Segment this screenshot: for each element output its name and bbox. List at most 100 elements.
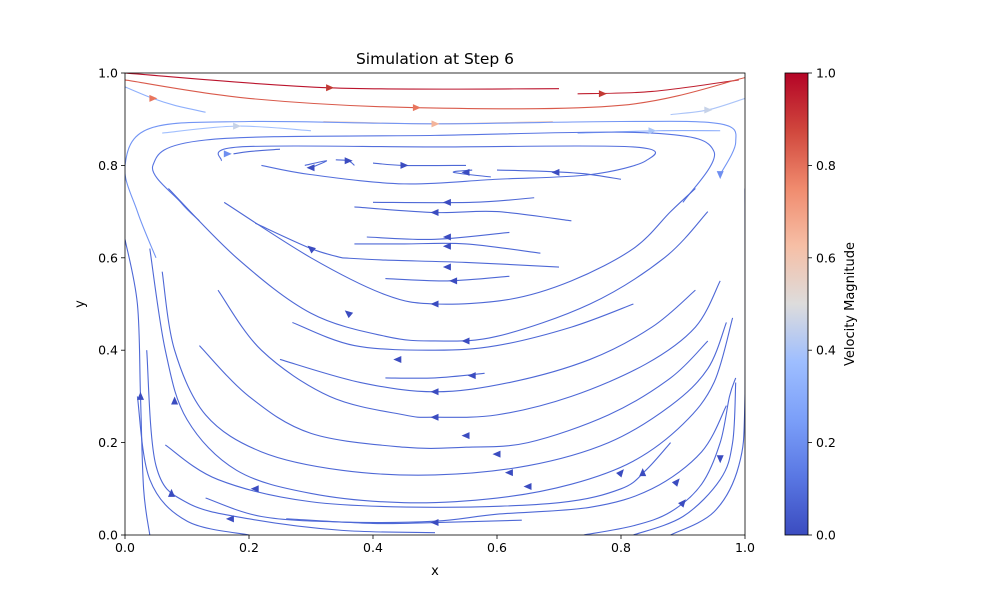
- streamline: [341, 257, 560, 268]
- streamline: [372, 197, 535, 204]
- y-axis-ticks: 0.0 0.2 0.4 0.6 0.8 1.0: [98, 66, 125, 543]
- plot-frame: [124, 72, 746, 536]
- streamline: [164, 442, 672, 508]
- streamline-arrow: [461, 432, 470, 440]
- colorbar-tick-label: 1.0: [816, 66, 836, 81]
- streamline-arrow: [442, 263, 451, 271]
- streamline-arrow: [461, 337, 470, 345]
- colorbar-ticks: 0.0 0.2 0.4 0.6 0.8 1.0: [808, 66, 836, 543]
- x-axis-ticks: 0.0 0.2 0.4 0.6 0.8 1.0: [115, 535, 755, 555]
- streamline-arrow: [716, 171, 724, 180]
- streamline: [633, 382, 737, 535]
- x-tick-label: 0.6: [487, 540, 507, 555]
- streamline-arrow: [467, 372, 476, 380]
- streamline: [152, 131, 716, 222]
- streamline-arrow: [678, 499, 686, 508]
- colorbar-tick-label: 0.0: [816, 528, 836, 543]
- chart-title: Simulation at Step 6: [356, 50, 514, 68]
- y-tick-label: 0.4: [98, 343, 118, 358]
- streamline: [125, 239, 151, 535]
- streamline-arrow: [430, 209, 439, 217]
- streamline-arrow: [400, 161, 409, 169]
- streamline: [223, 188, 696, 305]
- streamline-arrow: [716, 455, 724, 464]
- x-tick-label: 0.2: [239, 540, 259, 555]
- streamline: [168, 188, 709, 342]
- colorbar-tick-label: 0.4: [816, 343, 836, 358]
- streamline: [304, 160, 328, 169]
- streamline-arrows: [137, 84, 724, 527]
- streamline: [385, 275, 510, 282]
- streamline-arrow: [225, 515, 234, 523]
- streamline-arrow: [551, 168, 560, 176]
- streamline-arrow: [523, 482, 532, 490]
- streamline: [205, 405, 727, 524]
- colorbar-tick-label: 0.6: [816, 250, 836, 265]
- streamline: [125, 77, 745, 110]
- streamline-arrow: [449, 277, 458, 285]
- streamline-arrow: [442, 198, 451, 206]
- streamline-arrow: [598, 90, 607, 98]
- y-tick-label: 1.0: [98, 66, 118, 81]
- streamline-arrow: [430, 300, 439, 308]
- streamline: [233, 148, 281, 155]
- streamline: [136, 396, 250, 535]
- streamline: [292, 303, 634, 351]
- streamline-arrow: [639, 468, 647, 477]
- y-tick-label: 0.8: [98, 158, 118, 173]
- streamline-arrow: [393, 355, 402, 363]
- streamline-arrow: [168, 488, 175, 497]
- streamline: [452, 169, 491, 178]
- streamline: [149, 248, 734, 504]
- streamline-arrow: [431, 120, 440, 128]
- streamline-arrow: [616, 469, 624, 478]
- x-tick-label: 1.0: [735, 540, 755, 555]
- streamline-arrow: [137, 391, 144, 400]
- streamline-arrow: [442, 242, 451, 250]
- streamline: [670, 188, 745, 535]
- streamline: [254, 222, 343, 259]
- streamline: [125, 120, 737, 259]
- streamline: [372, 162, 467, 167]
- streamline-arrow: [250, 485, 259, 493]
- streamline: [496, 169, 622, 180]
- y-tick-label: 0.6: [98, 250, 118, 265]
- colorbar-label: Velocity Magnitude: [843, 242, 858, 366]
- streamline: [354, 242, 541, 254]
- streamline-arrow: [442, 233, 451, 241]
- y-axis-label: y: [73, 300, 88, 308]
- streamline: [125, 86, 206, 113]
- streamline-arrow: [461, 168, 470, 176]
- colorbar: [784, 72, 809, 536]
- streamline: [217, 145, 657, 185]
- streamline-arrow: [704, 106, 713, 114]
- x-tick-label: 0.0: [115, 540, 135, 555]
- streamline: [199, 340, 709, 449]
- streamline-arrow: [223, 150, 232, 158]
- streamline: [161, 271, 727, 476]
- streamline-arrow: [671, 478, 680, 487]
- streamline-arrow: [492, 450, 501, 458]
- streamline-arrow: [504, 469, 513, 477]
- streamline-arrow: [306, 164, 315, 172]
- streamline-arrow: [149, 94, 158, 102]
- streamline-arrow: [307, 245, 316, 254]
- streamline-arrow: [648, 127, 657, 135]
- streamline-arrow: [430, 413, 439, 421]
- streamline-arrow: [430, 388, 439, 396]
- x-axis-label: x: [431, 564, 439, 579]
- colorbar-tick-label: 0.2: [816, 435, 836, 450]
- streamline: [583, 377, 737, 535]
- streamline: [217, 280, 721, 418]
- y-tick-label: 0.2: [98, 435, 118, 450]
- streamline: [354, 206, 572, 222]
- streamlines: [125, 73, 745, 535]
- streamline-arrow: [344, 157, 353, 165]
- y-tick-label: 0.0: [98, 528, 118, 543]
- streamline-arrow: [412, 104, 421, 112]
- streamline: [366, 231, 510, 241]
- streamline: [670, 97, 745, 116]
- streamline: [577, 79, 739, 95]
- streamline-arrow: [171, 396, 179, 405]
